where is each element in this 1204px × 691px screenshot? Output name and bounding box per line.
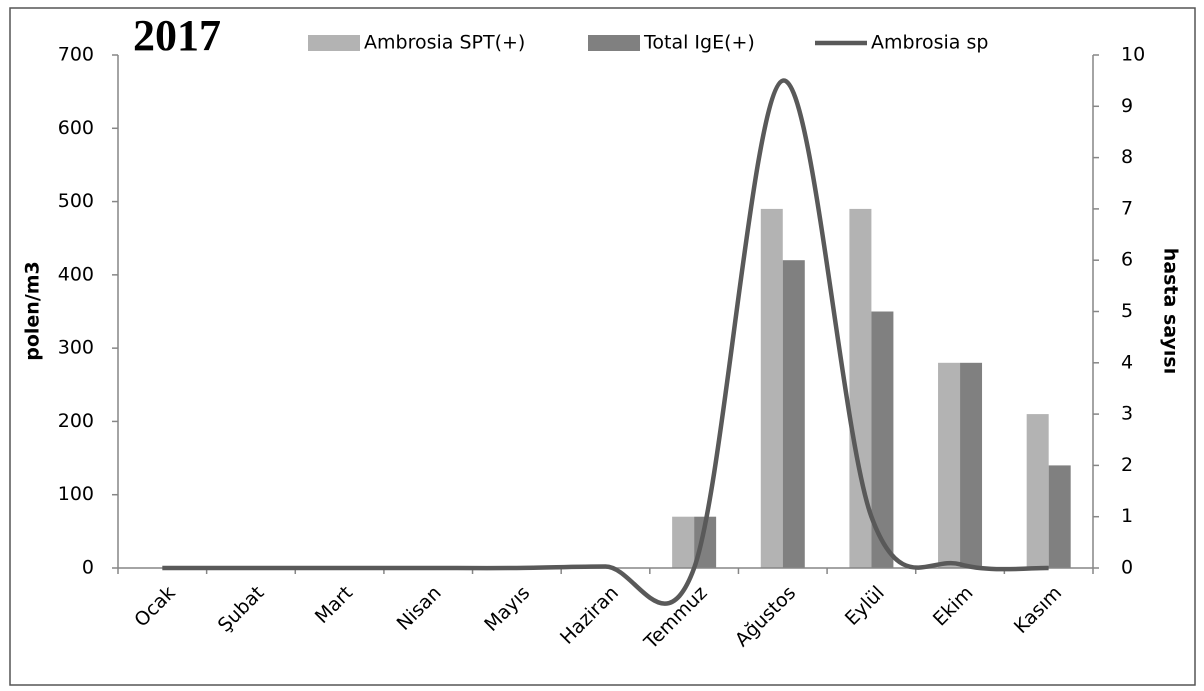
y-tick-label: 600	[58, 117, 94, 139]
y2-tick-label: 9	[1121, 95, 1133, 117]
y2-tick-label: 4	[1121, 351, 1133, 373]
x-tick-label: Nisan	[393, 582, 446, 635]
y-tick-label: 0	[82, 557, 94, 579]
bar	[960, 362, 983, 568]
x-tick-label: Mart	[311, 582, 357, 628]
legend-swatch	[308, 35, 360, 51]
legend-label: Ambrosia sp	[871, 32, 988, 54]
y2-tick-label: 8	[1121, 146, 1133, 168]
bar	[760, 208, 783, 568]
y-tick-label: 200	[58, 410, 94, 432]
y-axis-title: polen/m3	[22, 261, 44, 361]
bar	[1026, 414, 1049, 568]
y2-tick-label: 3	[1121, 403, 1133, 425]
line	[162, 78, 1049, 606]
x-tick-label: Ekim	[929, 582, 978, 631]
x-tick-label: Mayıs	[480, 582, 534, 636]
y2-axis-title: hasta sayısı	[1160, 248, 1182, 374]
legend-swatch	[588, 35, 640, 51]
x-tick-label: Kasım	[1010, 582, 1066, 638]
y2-tick-label: 2	[1121, 454, 1133, 476]
y2-tick-label: 1	[1121, 505, 1133, 527]
bar	[849, 208, 872, 568]
y-tick-label: 700	[58, 44, 94, 66]
bar	[782, 260, 805, 568]
bar	[871, 311, 894, 568]
frame	[9, 7, 1196, 686]
y-tick-label: 300	[58, 337, 94, 359]
x-tick-label: Şubat	[214, 582, 269, 637]
x-tick-label: Ağustos	[731, 582, 800, 651]
y-tick-label: 400	[58, 263, 94, 285]
bar	[938, 362, 961, 568]
y2-tick-label: 0	[1121, 557, 1133, 579]
y2-tick-label: 5	[1121, 300, 1133, 322]
y2-tick-label: 7	[1121, 197, 1133, 219]
bar	[1048, 465, 1071, 568]
x-tick-label: Eylül	[841, 582, 889, 630]
chart-title: 2017	[133, 11, 221, 60]
legend-label: Total IgE(+)	[643, 32, 755, 54]
y-tick-label: 100	[58, 483, 94, 505]
x-tick-label: Temmuz	[639, 582, 711, 654]
bar	[672, 516, 695, 568]
y2-tick-label: 10	[1121, 44, 1145, 66]
y2-tick-label: 6	[1121, 249, 1133, 271]
legend-label: Ambrosia SPT(+)	[364, 32, 525, 54]
y-tick-label: 500	[58, 190, 94, 212]
x-tick-label: Haziran	[556, 582, 623, 649]
x-tick-label: Ocak	[130, 582, 180, 632]
